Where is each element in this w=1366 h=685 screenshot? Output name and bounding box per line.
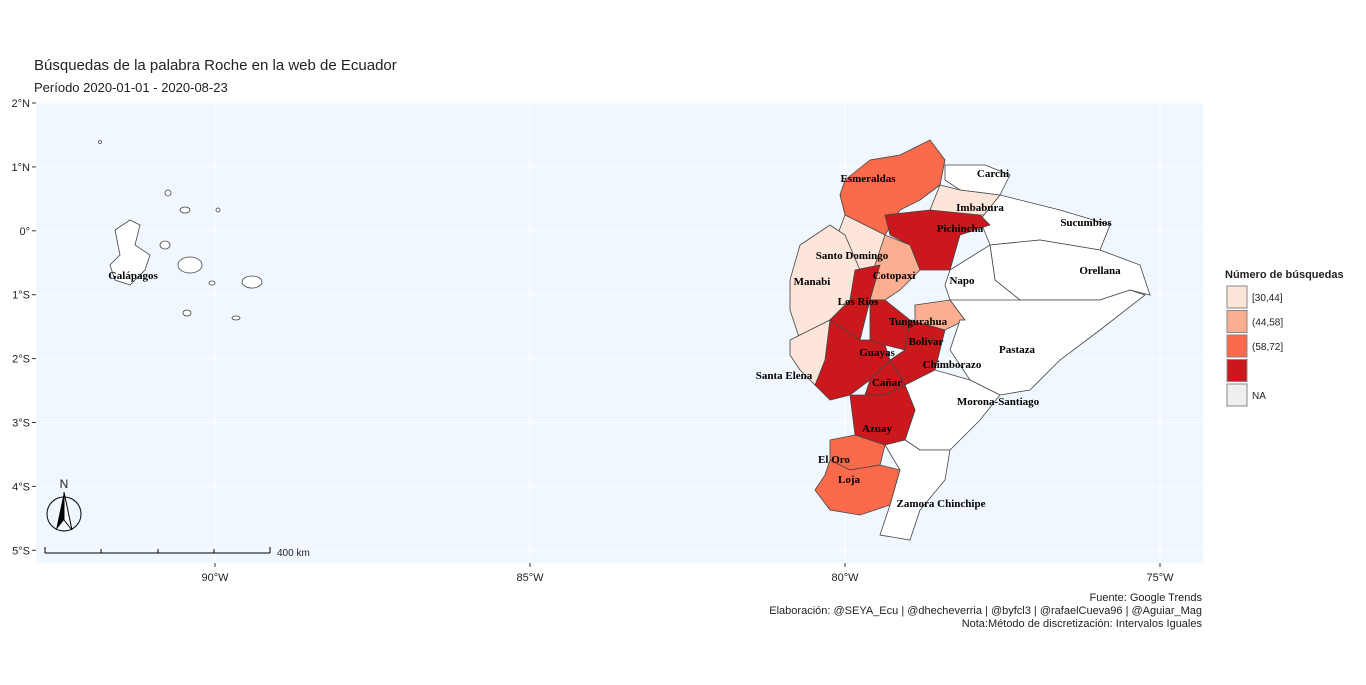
province-shape bbox=[789, 319, 831, 386]
province-label: Napo bbox=[949, 275, 975, 287]
province-label: Guayas bbox=[859, 347, 895, 359]
subtitle: Período 2020-01-01 - 2020-08-23 bbox=[34, 80, 228, 95]
province-label: Esmeraldas bbox=[841, 173, 897, 185]
province-label: Bolivar bbox=[909, 336, 944, 348]
legend-swatch bbox=[1226, 334, 1248, 358]
scale-label: 400 km bbox=[277, 548, 310, 559]
scale-bar: 400 km bbox=[44, 547, 310, 559]
y-tick-label: 4°S bbox=[12, 481, 30, 493]
province-label: Galápagos bbox=[108, 270, 158, 282]
legend-swatch bbox=[1226, 359, 1248, 382]
y-tick-label: 1°S bbox=[12, 290, 30, 302]
legend-title: Número de búsquedas bbox=[1225, 269, 1344, 281]
province-label: Loja bbox=[838, 474, 861, 486]
y-tick-label: 5°S bbox=[12, 545, 30, 557]
province-label: Carchi bbox=[977, 168, 1009, 180]
province-shape bbox=[884, 209, 991, 271]
province-label: Morona-Santiago bbox=[957, 396, 1040, 408]
province-label: Pastaza bbox=[999, 344, 1036, 356]
province-label: Manabi bbox=[794, 276, 831, 288]
legend-swatch bbox=[1226, 285, 1248, 309]
legend-label: NA bbox=[1252, 391, 1266, 402]
province-shape bbox=[814, 459, 901, 516]
y-tick-label: 3°S bbox=[12, 418, 30, 430]
legend-swatch bbox=[1226, 310, 1248, 333]
caption-line: Fuente: Google Trends bbox=[1089, 592, 1202, 604]
province-label: Zamora Chinchipe bbox=[897, 498, 986, 510]
province-label: Orellana bbox=[1079, 265, 1121, 277]
y-tick-label: 1°N bbox=[12, 162, 31, 174]
province-label: Pichincha bbox=[937, 223, 984, 235]
province-shape bbox=[98, 140, 263, 321]
legend-label: [30,44] bbox=[1252, 293, 1283, 304]
province-label: El Oro bbox=[818, 454, 850, 466]
y-tick-label: 0° bbox=[19, 226, 30, 238]
provinces bbox=[98, 139, 1151, 541]
legend-label: (58,72] bbox=[1252, 342, 1283, 353]
province-label: Azuay bbox=[862, 423, 892, 435]
title: Búsquedas de la palabra Roche en la web … bbox=[34, 57, 397, 74]
north-label: N bbox=[60, 477, 69, 491]
caption-line: Elaboración: @SEYA_Ecu | @dhecheverria |… bbox=[769, 605, 1202, 617]
legend-swatch bbox=[1226, 383, 1248, 407]
x-tick-label: 90°W bbox=[201, 572, 229, 584]
province-shape bbox=[879, 439, 951, 541]
province-label: Santo Domingo bbox=[816, 250, 889, 262]
province-label: Sucumbios bbox=[1060, 217, 1112, 229]
province-label: Tungurahua bbox=[889, 316, 948, 328]
legend-label: (44,58] bbox=[1252, 318, 1283, 329]
x-tick-label: 80°W bbox=[831, 572, 859, 584]
x-tick-label: 85°W bbox=[516, 572, 544, 584]
province-label: Cotopaxi bbox=[873, 270, 916, 282]
province-label: Santa Elena bbox=[756, 370, 813, 382]
x-tick-label: 75°W bbox=[1146, 572, 1174, 584]
province-shape bbox=[949, 289, 1146, 396]
province-label: Chimborazo bbox=[923, 359, 982, 371]
caption-line: Nota:Método de discretización: Intervalo… bbox=[962, 618, 1203, 630]
province-label: Cañar bbox=[872, 377, 902, 389]
province-label: Imbabura bbox=[956, 202, 1004, 214]
y-tick-label: 2°S bbox=[12, 354, 30, 366]
province-label: Los Rios bbox=[838, 296, 879, 308]
y-tick-label: 2°N bbox=[12, 98, 31, 110]
north-arrow: N bbox=[46, 477, 82, 532]
